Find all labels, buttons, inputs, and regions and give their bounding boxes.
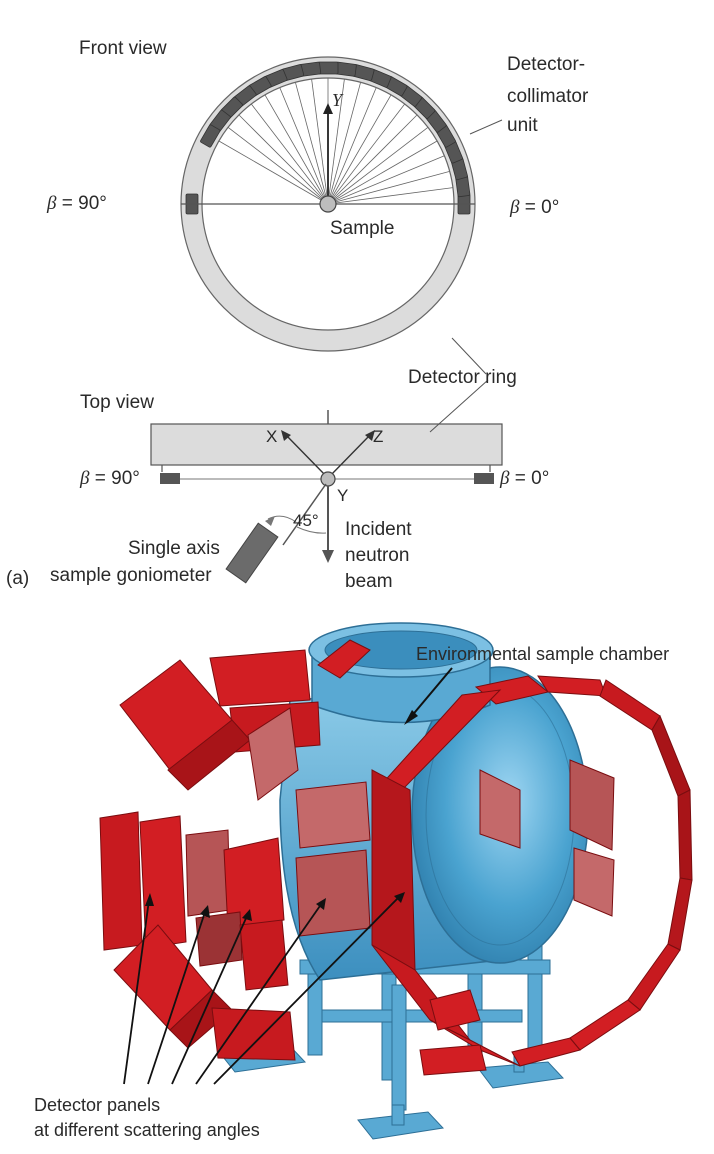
detector-unit-label-line3: unit xyxy=(507,115,538,136)
top-view-diagram xyxy=(150,379,503,584)
angle-arc xyxy=(296,526,327,534)
incident-beam-line3: beam xyxy=(345,571,393,592)
detector-spoke xyxy=(327,79,345,205)
beta-90-front: β = 90° xyxy=(47,191,107,216)
goniometer-label-line1: Single axis xyxy=(128,538,220,559)
detector-spoke xyxy=(264,94,329,205)
beta-0-front: β = 0° xyxy=(510,195,559,220)
x-axis-arrow xyxy=(284,433,328,478)
incident-beam-line1: Incident xyxy=(345,519,412,540)
detector-spoke xyxy=(295,82,329,205)
beta-0-value: = 0° xyxy=(524,197,560,218)
beta-symbol: β xyxy=(47,193,57,214)
detector-spoke xyxy=(327,140,438,205)
goniometer-block xyxy=(225,522,279,584)
detector-panels-label-line2: at different scattering angles xyxy=(34,1120,260,1140)
panel-a-tag: (a) xyxy=(6,568,30,589)
detector-left-top xyxy=(160,473,180,484)
detector-spoke xyxy=(238,114,329,205)
detector-ring-label: Detector ring xyxy=(408,367,517,388)
beta-90-top: β = 90° xyxy=(80,466,140,491)
beta-symbol: β xyxy=(510,197,520,218)
rotation-arc xyxy=(267,515,297,523)
detector-panel-pointers xyxy=(123,895,401,1085)
sample-top-dot xyxy=(320,471,336,487)
beta-90-value: = 90° xyxy=(61,193,107,214)
detector-unit-label-line2: collimator xyxy=(507,86,589,107)
detector-spoke xyxy=(327,103,406,205)
detector-panels-label-line1: Detector panels xyxy=(34,1095,161,1115)
detector-spoke xyxy=(327,155,445,205)
y-axis-label-top: Y xyxy=(337,486,349,505)
top-view-label: Top view xyxy=(80,392,154,413)
detector-ring-leader-front xyxy=(451,337,487,375)
detector-spoke xyxy=(327,87,377,205)
beta-90-value: = 90° xyxy=(94,468,140,489)
z-axis-label: Z xyxy=(373,427,384,446)
detector-spoke xyxy=(327,171,450,205)
detector-right-top xyxy=(474,473,494,484)
beta-0-value: = 0° xyxy=(514,468,550,489)
front-view-label: Front view xyxy=(79,38,167,59)
instrument-3d xyxy=(99,622,693,1140)
front-view-diagram xyxy=(180,56,503,375)
chamber-label: Environmental sample chamber xyxy=(416,644,670,664)
beta-0-top: β = 0° xyxy=(500,466,549,491)
detector-spoke xyxy=(327,187,453,205)
beta-symbol: β xyxy=(500,468,510,489)
chamber-pointer xyxy=(409,667,453,719)
detector-ring-leader-top xyxy=(429,379,489,433)
x-axis-label: X xyxy=(266,427,278,446)
detector-spoke xyxy=(250,103,329,205)
y-axis-label: Y xyxy=(332,90,343,110)
detector-collimator-units xyxy=(185,61,471,215)
beta-symbol: β xyxy=(80,468,90,489)
sample-dot xyxy=(319,195,337,213)
angle-label: 45° xyxy=(293,511,319,530)
detector-ring-top-view xyxy=(150,423,503,466)
detector-spoke xyxy=(327,126,429,205)
detector-spoke xyxy=(279,87,329,205)
z-axis-arrow xyxy=(328,433,372,478)
detector-unit-leader xyxy=(469,119,503,135)
goniometer-label-line2: sample goniometer xyxy=(50,565,212,586)
sample-label: Sample xyxy=(330,218,395,239)
detector-spoke xyxy=(311,79,329,205)
detector-spoke xyxy=(327,114,418,205)
incident-beam-line2: neutron xyxy=(345,545,410,566)
detector-spoke xyxy=(227,126,329,205)
detector-spoke xyxy=(327,94,392,205)
detector-spoke xyxy=(218,140,329,205)
detector-spoke xyxy=(327,82,361,205)
detector-unit-label-line1: Detector- xyxy=(507,54,586,75)
detector-collimator-unit xyxy=(200,124,221,148)
